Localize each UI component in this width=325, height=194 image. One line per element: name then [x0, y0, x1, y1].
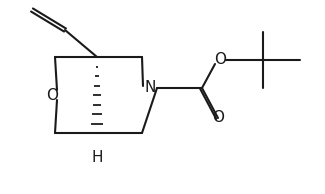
Text: N: N: [144, 81, 156, 95]
Text: O: O: [46, 87, 58, 102]
Text: O: O: [214, 53, 226, 68]
Text: H: H: [91, 151, 103, 165]
Text: O: O: [212, 111, 224, 126]
